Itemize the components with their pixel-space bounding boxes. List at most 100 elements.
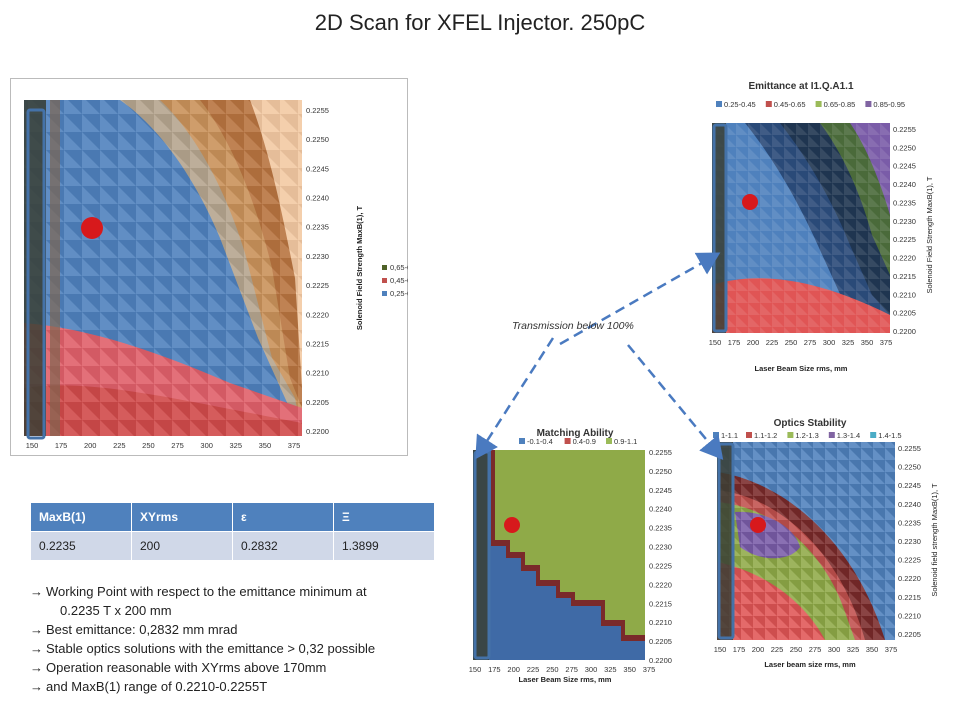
matching-x-axis-label: Laser Beam Size rms, mm: [519, 675, 612, 684]
y-tick-label: 0.2210: [893, 290, 916, 299]
matching-y-ticks: 0.2255 0.2250 0.2245 0.2240 0.2235 0.2230 0.22…: [649, 448, 672, 665]
transmission-label: Transmission below 100%: [512, 320, 634, 332]
y-tick-label: 0.2225: [306, 281, 329, 290]
y-tick-label: 0.2220: [306, 310, 329, 319]
y-tick-label: 0.2200: [649, 656, 672, 665]
x-tick-label: 275: [809, 645, 822, 654]
emittance-plot-area: [712, 123, 890, 333]
legend-label: 1.4-1.5: [878, 431, 901, 440]
optics-x-axis-label: Laser beam size rms, mm: [764, 660, 856, 669]
y-tick-label: 0.2215: [893, 272, 916, 281]
matching-working-point: [504, 517, 520, 533]
matching-plot-area: [473, 450, 645, 660]
y-tick-label: 0.2245: [306, 164, 329, 173]
arrow-right-icon: →: [30, 584, 43, 599]
x-tick-label: 325: [847, 645, 860, 654]
x-tick-label: 250: [785, 338, 798, 347]
legend-swatch: [606, 438, 612, 444]
emittance-legend: 0.25-0.45 0.45-0.65 0.65-0.85 0.85-0.95: [716, 100, 905, 109]
x-tick-label: 150: [26, 441, 39, 450]
y-tick-label: 0.2235: [893, 198, 916, 207]
col-header-epsilon: ε: [232, 502, 334, 532]
optics-title: Optics Stability: [774, 418, 847, 429]
legend-swatch: [382, 278, 387, 283]
legend-swatch: [519, 438, 525, 444]
table-row: 0.2235 200 0.2832 1.3899: [30, 531, 435, 561]
y-tick-label: 0.2205: [898, 630, 921, 639]
y-tick-label: 0.2235: [649, 524, 672, 533]
y-tick-label: 0.2235: [898, 518, 921, 527]
x-tick-label: 375: [288, 441, 301, 450]
y-tick-label: 0.2255: [306, 106, 329, 115]
legend-label: 0.85-0.95: [873, 100, 905, 109]
legend-label: 0,25-0,45: [390, 289, 408, 298]
list-item-continuation: 0.2235 T x 200 mm: [60, 603, 172, 618]
emittance-title: Emittance at I1.Q.A1.1: [748, 81, 853, 92]
y-tick-label: 0.2240: [649, 505, 672, 514]
x-tick-label: 250: [546, 665, 559, 674]
x-tick-label: 350: [623, 665, 636, 674]
legend-label: 0.9-1.1: [614, 437, 637, 446]
legend-label: 0.45-0.65: [774, 100, 806, 109]
matching-legend: -0.1-0.4 0.4-0.9 0.9-1.1: [519, 437, 637, 446]
x-tick-label: 225: [766, 338, 779, 347]
x-tick-label: 200: [752, 645, 765, 654]
y-tick-label: 0.2250: [893, 143, 916, 152]
x-tick-label: 350: [259, 441, 272, 450]
legend-label: 1-1.1: [721, 431, 738, 440]
emittance-chart: Emittance at I1.Q.A1.1 0.25-0.45 0.45-0.6…: [700, 75, 950, 375]
emittance-x-ticks: 150 175 200 225 250 275 300 325 350 375: [709, 338, 893, 347]
y-tick-label: 0.2215: [898, 593, 921, 602]
y-tick-label: 0.2225: [898, 556, 921, 565]
legend-label: 0,65-0,85: [390, 263, 408, 272]
x-tick-label: 350: [861, 338, 874, 347]
legend-label: 1.3-1.4: [837, 431, 860, 440]
y-tick-label: 0.2205: [306, 398, 329, 407]
col-header-xyrms: XYrms: [131, 502, 233, 532]
list-item: → Stable optics solutions with the emitta…: [30, 641, 376, 656]
x-tick-label: 225: [113, 441, 126, 450]
legend-label: 0.25-0.45: [724, 100, 756, 109]
y-tick-label: 0.2240: [893, 180, 916, 189]
emittance-x-axis-label: Laser Beam Size rms, mm: [755, 364, 848, 373]
y-tick-label: 0.2245: [898, 481, 921, 490]
x-tick-label: 300: [200, 441, 213, 450]
y-tick-label: 0.2210: [306, 369, 329, 378]
y-tick-label: 0.2240: [306, 194, 329, 203]
legend-label: 0.4-0.9: [573, 437, 596, 446]
matching-ability-chart: Matching Ability -0.1-0.4 0.4-0.9 0.9-1.1 …: [465, 420, 680, 690]
optics-stability-chart: Optics Stability 1-1.1 1.1-1.2 1.2-1.3 1.3-…: [705, 412, 955, 682]
cell-xi: 1.3899: [333, 531, 435, 561]
y-tick-label: 0.2230: [893, 217, 916, 226]
x-tick-label: 325: [842, 338, 855, 347]
main-legend: 0,65-0,85 0,45-0,65 0,25-0,45: [382, 263, 408, 298]
emittance-y-axis-label: Solenoid Field Strength MaxB(1), T: [925, 176, 934, 293]
x-tick-label: 300: [823, 338, 836, 347]
legend-swatch: [746, 432, 752, 438]
y-tick-label: 0.2255: [898, 444, 921, 453]
arrow-to-optics: [627, 344, 724, 460]
matching-title: Matching Ability: [537, 428, 614, 439]
x-tick-label: 275: [171, 441, 184, 450]
legend-swatch: [564, 438, 571, 444]
legend-swatch: [815, 101, 822, 107]
optics-working-point: [750, 517, 766, 533]
main-plot-area: [24, 100, 302, 436]
y-tick-label: 0.2200: [306, 427, 329, 436]
y-tick-label: 0.2245: [893, 162, 916, 171]
notes-list: → Working Point with respect to the emitt…: [30, 582, 375, 696]
y-tick-label: 0.2210: [898, 611, 921, 620]
x-tick-label: 200: [747, 338, 760, 347]
emittance-highlight-box: [712, 123, 728, 333]
main-highlight-box: [26, 108, 46, 440]
y-tick-label: 0.2255: [893, 125, 916, 134]
arrow-to-emittance: [559, 252, 721, 346]
arrow-right-icon: →: [30, 622, 43, 637]
legend-swatch: [716, 101, 722, 107]
y-tick-label: 0.2210: [649, 618, 672, 627]
main-emittance-chart: 150 175 200 225 250 275 300 325 350 375 0.2255 0.2…: [10, 78, 408, 456]
x-tick-label: 150: [714, 645, 727, 654]
list-item: → Best emittance: 0,2832 mm mrad: [30, 622, 238, 637]
arrow-right-icon: →: [30, 660, 43, 675]
